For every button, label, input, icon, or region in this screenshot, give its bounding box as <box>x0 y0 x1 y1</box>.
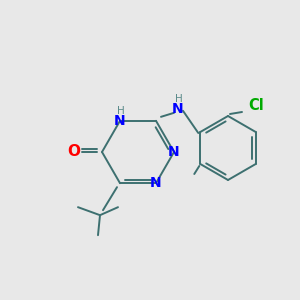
Text: H: H <box>117 106 125 116</box>
Text: Cl: Cl <box>248 98 264 113</box>
Text: N: N <box>150 176 162 190</box>
Text: N: N <box>114 114 126 128</box>
Text: N: N <box>168 145 180 159</box>
Text: O: O <box>68 145 80 160</box>
Text: N: N <box>172 102 184 116</box>
Text: H: H <box>175 94 183 104</box>
